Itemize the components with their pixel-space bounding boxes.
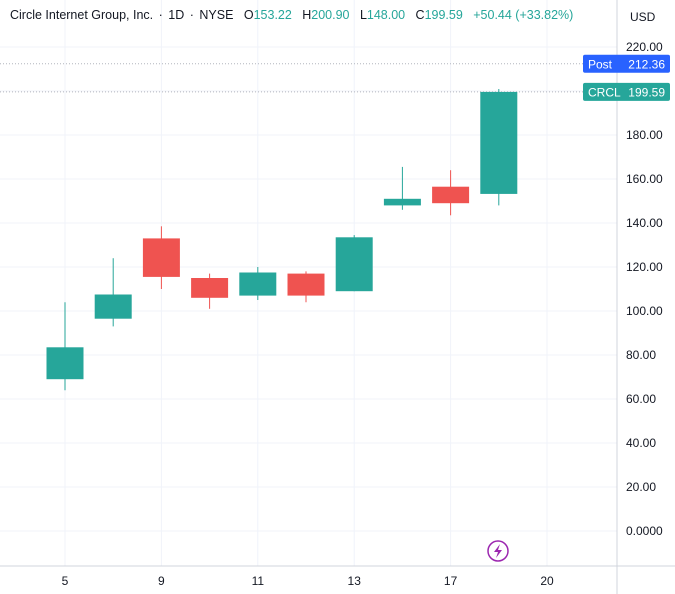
currency-label[interactable]: USD [630, 10, 656, 24]
candle-up [480, 91, 518, 194]
price-tick-label: 100.00 [626, 304, 663, 318]
candle-down [191, 278, 229, 298]
exchange-label: NYSE [199, 8, 234, 22]
last-price-label-box [583, 82, 670, 101]
lightning-bolt-glyph [494, 544, 502, 558]
candle-down [287, 273, 325, 296]
candle-up [239, 272, 277, 296]
price-tick-label: 80.00 [626, 348, 656, 362]
high-label: H [302, 8, 312, 22]
open-label: O [243, 8, 254, 22]
low-label: L [359, 8, 367, 22]
price-tick-label: 120.00 [626, 260, 663, 274]
time-tick-label: 11 [252, 574, 265, 588]
price-tick-label: 60.00 [626, 392, 656, 406]
close-value: 199.59 [424, 8, 463, 22]
post-price-label-value: 212.36 [628, 57, 665, 71]
candle-up [46, 347, 84, 380]
symbol-name[interactable]: Circle Internet Group, Inc. [10, 8, 154, 22]
chart-legend: Circle Internet Group, Inc. · 1D · NYSE … [10, 8, 574, 22]
interval-label[interactable]: 1D [168, 8, 185, 22]
close-label: C [415, 8, 425, 22]
price-tick-label: 220.00 [626, 40, 663, 54]
low-value: 148.00 [366, 8, 406, 22]
candle-down [432, 186, 470, 204]
last-price-label-text: CRCL [588, 85, 621, 99]
price-tick-label: 160.00 [626, 172, 663, 186]
price-tick-label: 180.00 [626, 128, 663, 142]
time-tick-label: 5 [62, 574, 69, 588]
price-tick-label: 20.00 [626, 480, 656, 494]
change-value: +50.44 (+33.82%) [473, 8, 574, 22]
candle-down [142, 238, 180, 277]
candle-up [335, 237, 373, 292]
open-value: 153.22 [253, 8, 292, 22]
candle-up [383, 198, 421, 206]
candle-up [94, 294, 132, 319]
post-price-label-box [583, 54, 670, 73]
time-tick-label: 9 [158, 574, 165, 588]
last-price-label-value: 199.59 [628, 85, 665, 99]
time-tick-label: 13 [348, 574, 362, 588]
time-tick-label: 20 [540, 574, 554, 588]
price-tick-label: 40.00 [626, 436, 656, 450]
price-tick-label: 140.00 [626, 216, 663, 230]
time-tick-label: 17 [444, 574, 458, 588]
price-tick-label: 0.0000 [626, 524, 663, 538]
high-value: 200.90 [311, 8, 350, 22]
post-price-label-text: Post [588, 57, 613, 71]
